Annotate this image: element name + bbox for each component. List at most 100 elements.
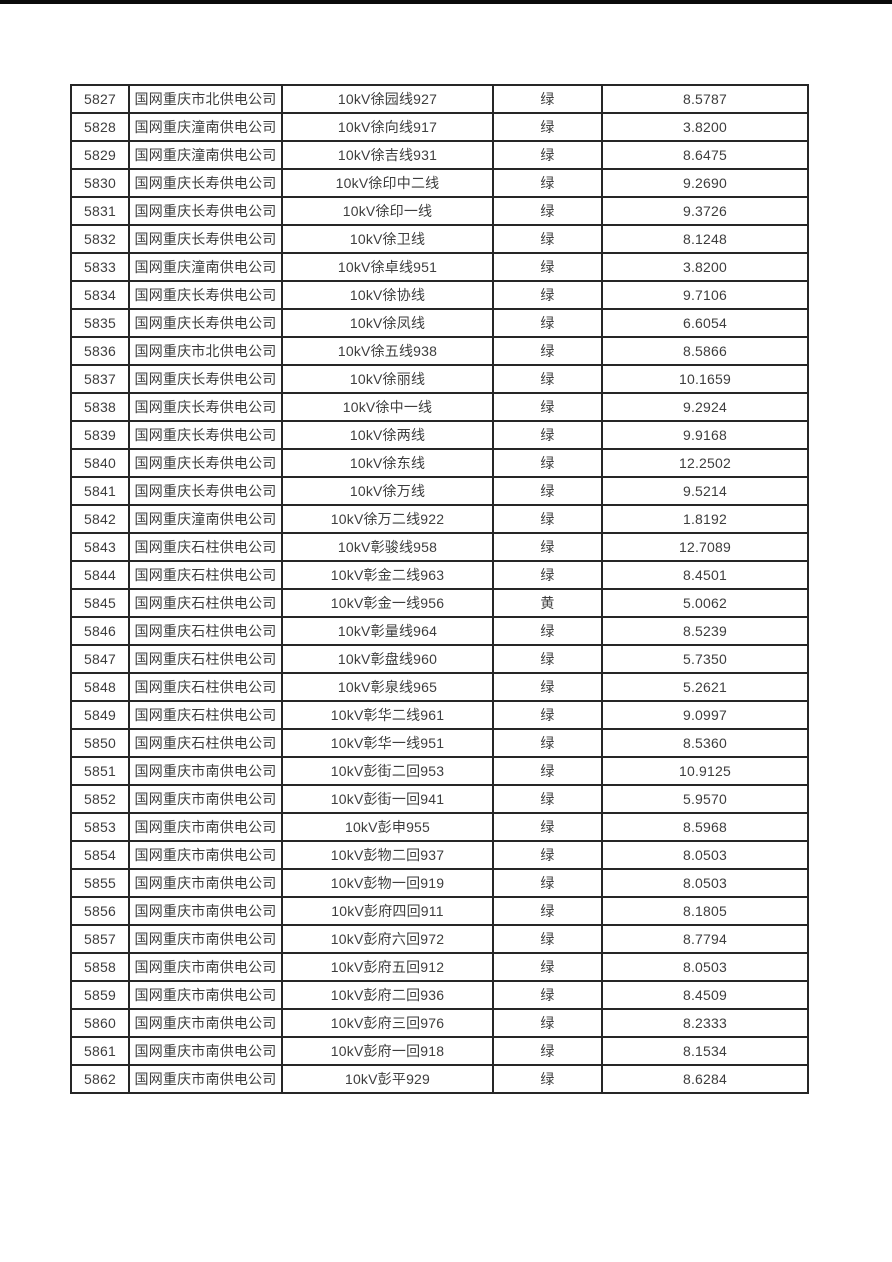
status-cell: 绿 — [492, 728, 603, 758]
table-row: 5850 国网重庆石柱供电公司 10kV彰华一线951 绿 8.5360 — [70, 728, 809, 758]
value-cell: 12.2502 — [601, 448, 809, 478]
line-name-cell: 10kV彭府五回912 — [281, 952, 494, 982]
status-cell: 绿 — [492, 784, 603, 814]
company-name-cell: 国网重庆市南供电公司 — [128, 1036, 283, 1066]
row-number-cell: 5839 — [70, 420, 130, 450]
status-cell: 绿 — [492, 952, 603, 982]
row-number-cell: 5855 — [70, 868, 130, 898]
status-cell: 绿 — [492, 980, 603, 1010]
row-number-cell: 5828 — [70, 112, 130, 142]
status-cell: 绿 — [492, 280, 603, 310]
value-cell: 9.9168 — [601, 420, 809, 450]
status-cell: 绿 — [492, 840, 603, 870]
table-row: 5847 国网重庆石柱供电公司 10kV彰盘线960 绿 5.7350 — [70, 644, 809, 674]
row-number-cell: 5837 — [70, 364, 130, 394]
status-cell: 绿 — [492, 308, 603, 338]
value-cell: 8.6284 — [601, 1064, 809, 1094]
status-cell: 绿 — [492, 84, 603, 114]
value-cell: 9.0997 — [601, 700, 809, 730]
line-name-cell: 10kV彰泉线965 — [281, 672, 494, 702]
row-number-cell: 5852 — [70, 784, 130, 814]
status-cell: 绿 — [492, 504, 603, 534]
line-name-cell: 10kV彭平929 — [281, 1064, 494, 1094]
line-name-cell: 10kV彭申955 — [281, 812, 494, 842]
value-cell: 9.2690 — [601, 168, 809, 198]
row-number-cell: 5853 — [70, 812, 130, 842]
value-cell: 1.8192 — [601, 504, 809, 534]
company-name-cell: 国网重庆市南供电公司 — [128, 868, 283, 898]
status-cell: 绿 — [492, 336, 603, 366]
table-row: 5849 国网重庆石柱供电公司 10kV彰华二线961 绿 9.0997 — [70, 700, 809, 730]
company-name-cell: 国网重庆市南供电公司 — [128, 1064, 283, 1094]
line-name-cell: 10kV彭府四回911 — [281, 896, 494, 926]
table-row: 5836 国网重庆市北供电公司 10kV徐五线938 绿 8.5866 — [70, 336, 809, 366]
table-row: 5841 国网重庆长寿供电公司 10kV徐万线 绿 9.5214 — [70, 476, 809, 506]
status-cell: 绿 — [492, 1064, 603, 1094]
company-name-cell: 国网重庆市北供电公司 — [128, 84, 283, 114]
status-cell: 绿 — [492, 812, 603, 842]
row-number-cell: 5834 — [70, 280, 130, 310]
row-number-cell: 5840 — [70, 448, 130, 478]
line-name-cell: 10kV彰华二线961 — [281, 700, 494, 730]
company-name-cell: 国网重庆石柱供电公司 — [128, 644, 283, 674]
company-name-cell: 国网重庆市南供电公司 — [128, 756, 283, 786]
company-name-cell: 国网重庆长寿供电公司 — [128, 196, 283, 226]
row-number-cell: 5838 — [70, 392, 130, 422]
table-row: 5855 国网重庆市南供电公司 10kV彭物一回919 绿 8.0503 — [70, 868, 809, 898]
company-name-cell: 国网重庆市南供电公司 — [128, 896, 283, 926]
row-number-cell: 5861 — [70, 1036, 130, 1066]
value-cell: 9.2924 — [601, 392, 809, 422]
value-cell: 10.1659 — [601, 364, 809, 394]
status-cell: 绿 — [492, 1036, 603, 1066]
line-name-cell: 10kV彰量线964 — [281, 616, 494, 646]
status-cell: 绿 — [492, 168, 603, 198]
status-cell: 绿 — [492, 1008, 603, 1038]
status-cell: 绿 — [492, 532, 603, 562]
line-name-cell: 10kV徐吉线931 — [281, 140, 494, 170]
table-row: 5845 国网重庆石柱供电公司 10kV彰金一线956 黄 5.0062 — [70, 588, 809, 618]
line-name-cell: 10kV彰金一线956 — [281, 588, 494, 618]
table-row: 5835 国网重庆长寿供电公司 10kV徐凤线 绿 6.6054 — [70, 308, 809, 338]
status-cell: 绿 — [492, 644, 603, 674]
line-name-cell: 10kV徐五线938 — [281, 336, 494, 366]
status-cell: 绿 — [492, 924, 603, 954]
value-cell: 10.9125 — [601, 756, 809, 786]
table-row: 5837 国网重庆长寿供电公司 10kV徐丽线 绿 10.1659 — [70, 364, 809, 394]
company-name-cell: 国网重庆市南供电公司 — [128, 784, 283, 814]
company-name-cell: 国网重庆石柱供电公司 — [128, 560, 283, 590]
value-cell: 9.5214 — [601, 476, 809, 506]
company-name-cell: 国网重庆市南供电公司 — [128, 924, 283, 954]
status-cell: 绿 — [492, 420, 603, 450]
value-cell: 5.7350 — [601, 644, 809, 674]
line-name-cell: 10kV彭府三回976 — [281, 1008, 494, 1038]
value-cell: 8.1805 — [601, 896, 809, 926]
line-name-cell: 10kV徐向线917 — [281, 112, 494, 142]
company-name-cell: 国网重庆潼南供电公司 — [128, 252, 283, 282]
value-cell: 5.9570 — [601, 784, 809, 814]
table-row: 5840 国网重庆长寿供电公司 10kV徐东线 绿 12.2502 — [70, 448, 809, 478]
value-cell: 8.5360 — [601, 728, 809, 758]
company-name-cell: 国网重庆石柱供电公司 — [128, 616, 283, 646]
table-row: 5854 国网重庆市南供电公司 10kV彭物二回937 绿 8.0503 — [70, 840, 809, 870]
line-name-cell: 10kV徐万线 — [281, 476, 494, 506]
page-top-edge-bar — [0, 0, 892, 4]
line-name-cell: 10kV徐凤线 — [281, 308, 494, 338]
value-cell: 8.1248 — [601, 224, 809, 254]
table-row: 5862 国网重庆市南供电公司 10kV彭平929 绿 8.6284 — [70, 1064, 809, 1094]
row-number-cell: 5860 — [70, 1008, 130, 1038]
value-cell: 3.8200 — [601, 112, 809, 142]
table-row: 5853 国网重庆市南供电公司 10kV彭申955 绿 8.5968 — [70, 812, 809, 842]
row-number-cell: 5843 — [70, 532, 130, 562]
status-cell: 绿 — [492, 224, 603, 254]
value-cell: 8.5866 — [601, 336, 809, 366]
line-name-cell: 10kV徐中一线 — [281, 392, 494, 422]
status-cell: 黄 — [492, 588, 603, 618]
table-row: 5831 国网重庆长寿供电公司 10kV徐印一线 绿 9.3726 — [70, 196, 809, 226]
table-row: 5830 国网重庆长寿供电公司 10kV徐印中二线 绿 9.2690 — [70, 168, 809, 198]
table-row: 5848 国网重庆石柱供电公司 10kV彰泉线965 绿 5.2621 — [70, 672, 809, 702]
status-cell: 绿 — [492, 616, 603, 646]
status-cell: 绿 — [492, 560, 603, 590]
value-cell: 5.0062 — [601, 588, 809, 618]
table-row: 5846 国网重庆石柱供电公司 10kV彰量线964 绿 8.5239 — [70, 616, 809, 646]
value-cell: 8.5968 — [601, 812, 809, 842]
